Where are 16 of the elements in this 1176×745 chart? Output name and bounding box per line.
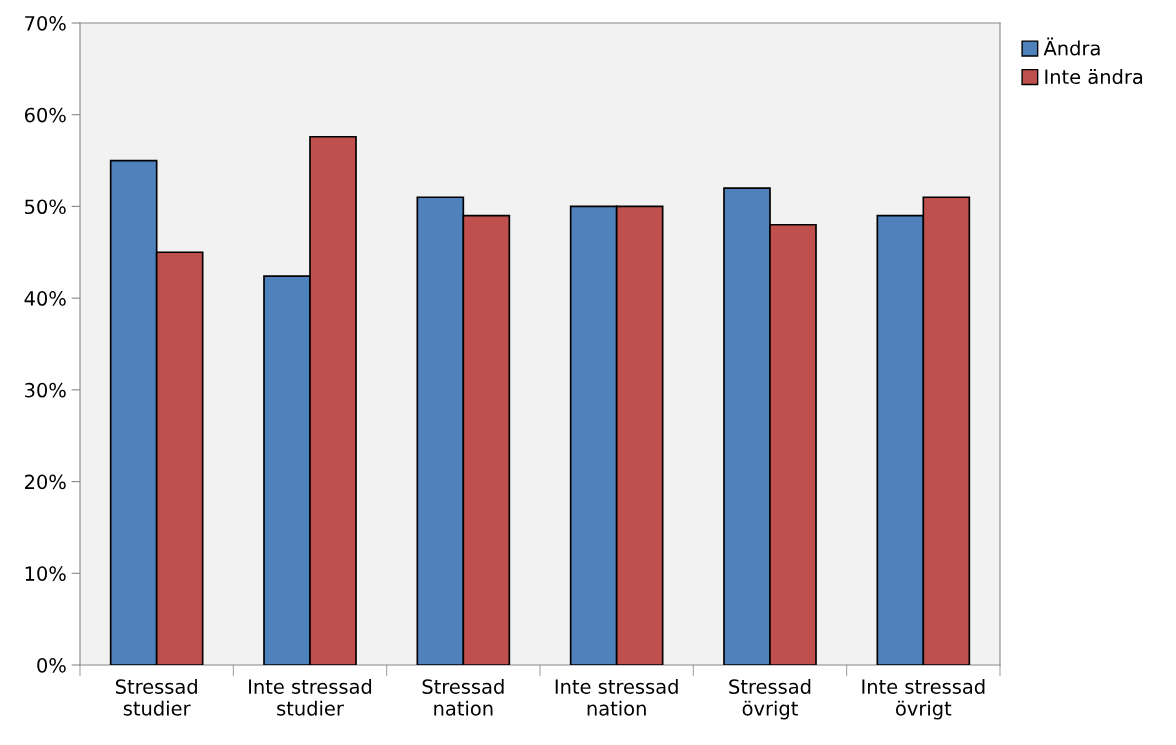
x-tick-label: Stressad nation <box>422 678 504 716</box>
x-tick-label: Inte stressad nation <box>555 678 678 716</box>
x-tick-label: Inte stressad studier <box>249 678 372 716</box>
y-tick-label: 10% <box>25 566 66 581</box>
x-tick-label: Stressad studier <box>115 678 197 716</box>
y-tick-label: 70% <box>25 15 66 31</box>
y-tick-label: 50% <box>25 199 66 215</box>
y-tick-label: 60% <box>24 107 66 123</box>
y-tick-label: 40% <box>24 291 66 306</box>
legend-label: Ändra <box>1043 37 1100 56</box>
y-tick-label: 30% <box>25 382 66 398</box>
y-tick-label: 20% <box>25 474 66 490</box>
x-tick-label: Stressad övrigt <box>729 678 811 720</box>
y-tick-label: 0% <box>37 657 66 673</box>
x-tick-label: Inte stressad övrigt <box>862 678 985 720</box>
legend-label: Inte ändra <box>1045 69 1143 85</box>
